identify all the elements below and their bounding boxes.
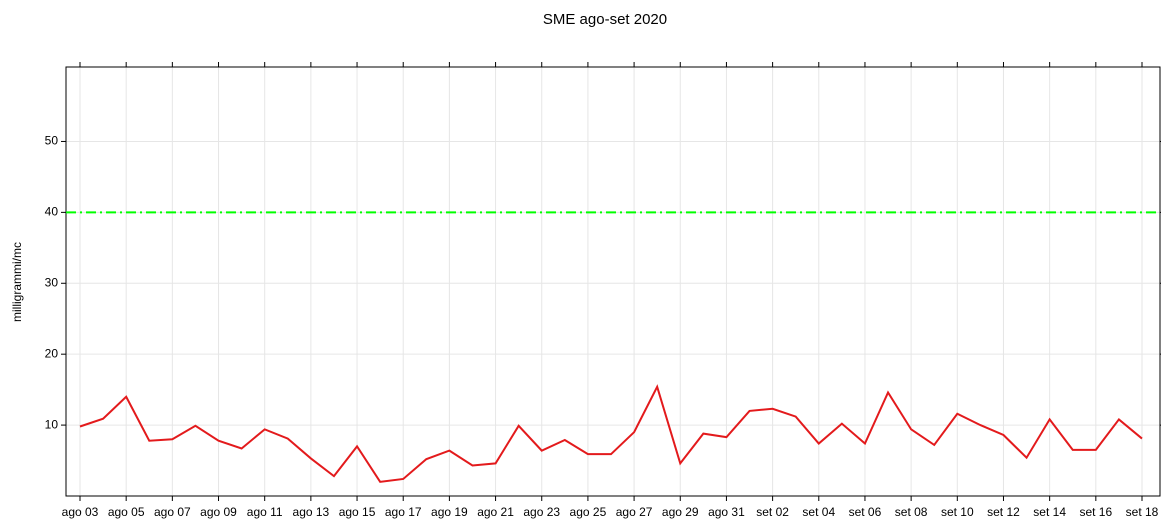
x-tick-label: ago 23	[523, 505, 560, 519]
y-tick-label: 10	[45, 417, 59, 431]
y-tick-label: 20	[45, 346, 59, 360]
x-tick-label: ago 03	[62, 505, 99, 519]
x-tick-label: set 16	[1079, 505, 1112, 519]
x-tick-label: ago 21	[477, 505, 514, 519]
x-tick-label: ago 05	[108, 505, 145, 519]
y-tick-label: 50	[45, 134, 59, 148]
x-tick-label: set 08	[895, 505, 928, 519]
x-tick-label: ago 27	[616, 505, 653, 519]
data-line	[79, 384, 1143, 483]
x-tick-label: ago 07	[154, 505, 191, 519]
plot-frame	[65, 66, 1161, 497]
x-tick-label: set 10	[941, 505, 974, 519]
x-tick-label: ago 09	[200, 505, 237, 519]
x-tick-label: ago 31	[708, 505, 745, 519]
x-tick-label: set 04	[802, 505, 835, 519]
x-tick-label: set 06	[849, 505, 882, 519]
x-tick-label: ago 19	[431, 505, 468, 519]
x-tick-label: set 14	[1033, 505, 1066, 519]
x-tick-label: ago 25	[570, 505, 607, 519]
x-tick-label: set 02	[756, 505, 789, 519]
x-tick-label: set 18	[1126, 505, 1159, 519]
y-tick-label: 40	[45, 205, 59, 219]
y-axis-label: milligrammi/mc	[10, 242, 24, 322]
x-tick-label: ago 17	[385, 505, 422, 519]
x-tick-label: ago 11	[247, 505, 283, 519]
y-tick-label: 30	[45, 275, 59, 289]
chart-title: SME ago-set 2020	[543, 11, 667, 28]
x-tick-label: ago 29	[662, 505, 699, 519]
x-tick-label: ago 13	[293, 505, 330, 519]
x-tick-label: ago 15	[339, 505, 376, 519]
x-tick-label: set 12	[987, 505, 1020, 519]
